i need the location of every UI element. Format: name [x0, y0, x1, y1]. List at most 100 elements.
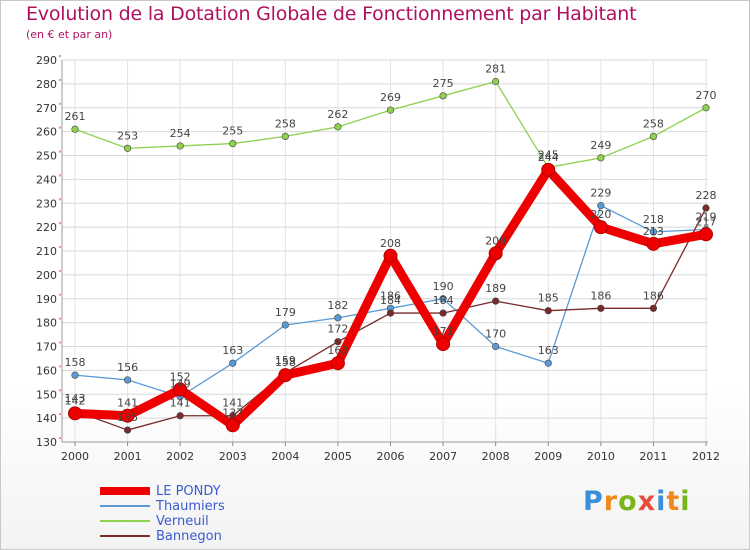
data-point-thaumiers — [597, 202, 605, 210]
data-point-verneuil — [334, 123, 342, 131]
y-tick-label: 230 — [36, 197, 57, 210]
data-point-le-pondy — [436, 337, 451, 352]
chart-subtitle: (en € et par an) — [26, 28, 113, 41]
data-point-bannegon — [649, 304, 658, 312]
y-tick-label: 260 — [36, 126, 57, 139]
data-label-verneuil: 245 — [538, 148, 559, 161]
data-point-verneuil — [492, 77, 500, 86]
data-point-thaumiers — [492, 342, 500, 351]
x-tick-label: 2010 — [587, 450, 615, 463]
data-label-le-pondy: 244 — [538, 151, 559, 164]
x-tick-label: 2006 — [377, 450, 405, 463]
x-tick-label: 2007 — [429, 450, 457, 463]
data-label-verneuil: 275 — [433, 77, 454, 90]
y-tick-label: 150 — [36, 388, 57, 401]
data-label-bannegon: 189 — [485, 282, 506, 295]
y-tick-label: 290 — [36, 54, 57, 67]
data-point-thaumiers — [439, 295, 447, 303]
y-tick-label: 160 — [36, 364, 57, 377]
y-tick-label: 200 — [36, 269, 57, 282]
data-label-verneuil: 281 — [485, 62, 506, 75]
y-tick-label: 220 — [36, 221, 57, 234]
data-label-bannegon: 159 — [275, 354, 296, 367]
data-point-le-pondy — [593, 220, 608, 235]
data-point-verneuil — [597, 154, 605, 162]
data-point-thaumiers — [334, 314, 342, 322]
y-tick-label: 140 — [36, 412, 57, 425]
x-tick-label: 2002 — [166, 450, 194, 463]
data-point-verneuil — [386, 106, 395, 114]
data-label-thaumiers: 149 — [170, 378, 191, 391]
data-point-le-pondy — [120, 408, 135, 423]
data-label-verneuil: 255 — [222, 125, 243, 138]
x-tick-label: 2000 — [61, 450, 89, 463]
data-point-verneuil — [281, 132, 289, 140]
data-label-bannegon: 143 — [65, 392, 86, 405]
y-tick-label: 270 — [36, 102, 57, 115]
data-label-verneuil: 254 — [170, 127, 191, 140]
data-point-bannegon — [176, 412, 184, 420]
data-label-verneuil: 269 — [380, 91, 401, 104]
data-point-bannegon — [544, 307, 552, 315]
data-label-le-pondy: 141 — [117, 397, 138, 410]
data-label-verneuil: 270 — [696, 89, 717, 102]
legend-label: Verneuil — [156, 514, 209, 529]
x-tick-label: 2009 — [534, 450, 562, 463]
data-label-verneuil: 262 — [327, 108, 348, 121]
data-label-thaumiers: 190 — [433, 280, 454, 293]
data-label-thaumiers: 179 — [275, 306, 296, 319]
y-tick-label: 240 — [36, 173, 57, 186]
legend-swatch — [100, 487, 150, 495]
data-label-bannegon: 172 — [327, 323, 348, 336]
data-label-le-pondy: 152 — [170, 370, 191, 383]
data-point-le-pondy — [383, 248, 398, 263]
data-point-le-pondy — [278, 368, 293, 383]
legend-label: Bannegon — [156, 529, 222, 544]
grid — [62, 59, 708, 443]
data-point-thaumiers — [544, 359, 552, 367]
data-label-thaumiers: 163 — [222, 344, 243, 357]
data-label-bannegon: 186 — [590, 289, 611, 302]
data-label-le-pondy: 171 — [433, 325, 454, 338]
chart-title: Evolution de la Dotation Globale de Fonc… — [26, 3, 637, 25]
data-point-le-pondy — [488, 246, 503, 261]
x-tick-label: 2001 — [114, 450, 142, 463]
data-label-le-pondy: 137 — [222, 406, 243, 419]
data-point-le-pondy — [699, 227, 713, 242]
data-point-verneuil — [439, 92, 447, 100]
data-point-verneuil — [702, 104, 710, 112]
y-tick-label: 130 — [36, 436, 57, 449]
data-label-thaumiers: 163 — [538, 344, 559, 357]
data-label-le-pondy: 209 — [485, 234, 506, 247]
data-point-le-pondy — [68, 406, 82, 421]
data-label-verneuil: 253 — [117, 129, 138, 142]
data-point-bannegon — [334, 338, 342, 346]
legend-label: Thaumiers — [156, 499, 225, 514]
data-label-le-pondy: 208 — [380, 237, 401, 250]
data-point-verneuil — [176, 142, 184, 150]
data-label-thaumiers: 158 — [65, 356, 86, 369]
data-point-le-pondy — [646, 236, 661, 251]
data-label-bannegon: 141 — [222, 397, 243, 410]
data-point-le-pondy — [225, 418, 240, 433]
data-label-thaumiers: 156 — [117, 361, 138, 374]
legend-swatch — [100, 535, 150, 537]
data-label-verneuil: 249 — [590, 139, 611, 152]
proxiti-logo: Proxiti — [583, 486, 691, 517]
data-label-le-pondy: 163 — [327, 344, 348, 357]
x-tick-label: 2012 — [692, 450, 720, 463]
data-label-thaumiers: 218 — [643, 213, 664, 226]
data-point-thaumiers — [281, 321, 289, 329]
data-label-thaumiers: 170 — [485, 328, 506, 341]
axes: 130 140 150 160 170 180 190 200 210 220 230 240 250 2… — [36, 54, 720, 463]
data-label-bannegon: 185 — [538, 292, 559, 305]
data-point-verneuil — [123, 144, 132, 152]
data-label-verneuil: 261 — [65, 110, 86, 123]
data-label-le-pondy: 217 — [696, 215, 717, 228]
data-label-thaumiers: 229 — [590, 187, 611, 200]
data-point-bannegon — [702, 204, 710, 212]
x-tick-label: 2004 — [271, 450, 299, 463]
data-label-le-pondy: 220 — [590, 208, 611, 221]
data-point-le-pondy — [173, 382, 188, 397]
